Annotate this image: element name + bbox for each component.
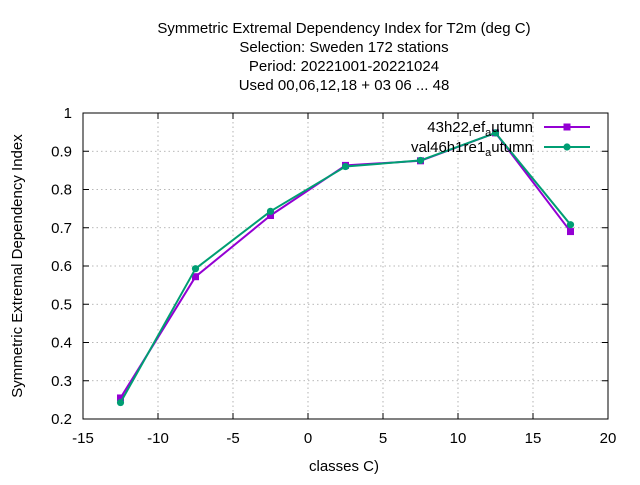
grid-lines xyxy=(83,113,608,419)
x-tick-label: 20 xyxy=(600,430,617,447)
y-tick-label: 0.7 xyxy=(51,220,72,237)
series-line xyxy=(119,131,572,399)
legend-label-2-tail: utumn xyxy=(491,139,533,156)
legend-label-2-main: val46h1re1 xyxy=(411,139,485,156)
legend-swatch-marker xyxy=(563,143,571,151)
x-tick-label: 0 xyxy=(304,430,312,447)
data-point xyxy=(567,228,574,236)
legend-label-2: val46h1re1autumn xyxy=(411,139,533,159)
y-tick-label: 0.2 xyxy=(51,411,72,428)
x-tick-label: -15 xyxy=(72,430,94,447)
y-axis-label: Symmetric Extremal Dependency Index xyxy=(9,134,26,398)
series-1 xyxy=(117,129,574,402)
y-tick-label: 0.9 xyxy=(51,143,72,160)
legend-swatch-marker xyxy=(563,123,571,131)
y-tick-label: 0.4 xyxy=(51,335,72,352)
plot-frame xyxy=(82,112,609,420)
data-point xyxy=(266,207,275,215)
y-tick-label: 0.8 xyxy=(51,182,72,199)
data-point xyxy=(191,265,200,273)
y-tick-label: 0.5 xyxy=(51,296,72,313)
data-point xyxy=(416,156,425,165)
data-point xyxy=(267,212,274,220)
x-tick-label: 5 xyxy=(379,430,387,447)
title-line-2: Selection: Sweden 172 stations xyxy=(239,39,448,56)
series-line xyxy=(119,131,572,404)
data-point xyxy=(192,273,199,281)
title-line-1: Symmetric Extremal Dependency Index for … xyxy=(157,20,530,37)
y-tick-label: 0.3 xyxy=(51,373,72,390)
legend-label-1-sub1: r xyxy=(469,127,473,139)
legend-swatches xyxy=(544,123,590,151)
x-tick-label: 15 xyxy=(525,430,542,447)
legend-label-1-main: 43h22 xyxy=(427,119,469,136)
series-layer xyxy=(116,129,575,407)
data-point xyxy=(116,398,125,407)
x-axis-label: classes C) xyxy=(309,458,379,475)
series-2 xyxy=(116,129,575,407)
y-tick-label: 0.6 xyxy=(51,258,72,275)
data-point xyxy=(117,394,124,402)
legend: 43h22refautumn val46h1re1autumn xyxy=(411,119,590,159)
x-tick-label: -10 xyxy=(147,430,169,447)
legend-label-2-sub2: a xyxy=(485,147,492,159)
data-point xyxy=(566,221,575,229)
x-tick-label: -5 xyxy=(226,430,239,447)
axis-ticks: -15 -10 -5 0 5 10 15 20 0.2 0.3 0.4 0.5 0.6 0.7 0.8 0.9… xyxy=(51,105,616,447)
y-tick-label: 1 xyxy=(64,105,72,122)
title-line-4: Used 00,06,12,18 + 03 06 ... 48 xyxy=(239,77,450,94)
title-line-3: Period: 20221001-20221024 xyxy=(249,58,439,75)
x-tick-label: 10 xyxy=(450,430,467,447)
legend-label-1-tail: utumn xyxy=(491,119,533,136)
chart-title: Symmetric Extremal Dependency Index for … xyxy=(157,20,530,94)
legend-label-1-sub2: a xyxy=(485,127,492,139)
legend-label-1: 43h22refautumn xyxy=(427,119,533,139)
legend-label-1-mid: ef xyxy=(473,119,486,136)
data-point xyxy=(341,162,350,171)
data-point xyxy=(491,129,500,137)
